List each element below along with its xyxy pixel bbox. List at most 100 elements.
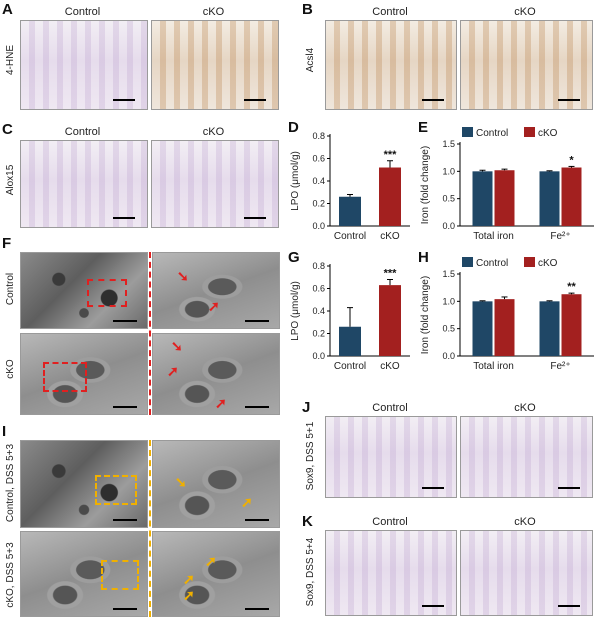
x-tick-label: cKO <box>380 231 400 242</box>
y-tick-label: 0.8 <box>312 261 325 271</box>
panel-a-row-label: 4-HNE <box>5 45 16 76</box>
legend-label: Control <box>476 128 508 139</box>
arrow-icon: ➚ <box>215 395 227 411</box>
y-tick-label: 1.0 <box>442 296 455 306</box>
y-tick-label: 0.4 <box>312 176 325 186</box>
scale-bar <box>113 406 137 408</box>
arrow-icon: ➚ <box>183 571 195 587</box>
bar <box>494 170 515 226</box>
arrow-icon: ➘ <box>175 474 187 490</box>
y-tick-label: 1.5 <box>442 139 455 149</box>
panel-c-row-label: Alox15 <box>5 164 16 196</box>
x-tick-label: Control <box>334 361 366 372</box>
panel-letter-c: C <box>2 121 13 138</box>
panel-letter: G <box>288 249 300 266</box>
y-tick-label: 0.0 <box>312 351 325 361</box>
x-tick-label: Control <box>334 231 366 242</box>
y-tick-label: 0.0 <box>442 351 455 361</box>
x-tick-label: Fe²⁺ <box>550 231 570 242</box>
chart-d: D LPO (μmol/g) 0.0 0.2 0.4 0.6 0.8 Control cKO **… <box>288 119 410 242</box>
zoom-region-box <box>87 279 127 307</box>
arrow-icon: ➘ <box>177 268 189 284</box>
panel-a-right-title: cKO <box>202 6 225 18</box>
panel-j-right-title: cKO <box>514 402 536 414</box>
panel-i-cko-overview <box>20 531 148 617</box>
panel-i-row1-label: Control, DSS 5+3 <box>5 443 16 523</box>
significance-label: *** <box>384 149 398 161</box>
legend-swatch <box>524 257 535 267</box>
y-tick-label: 0.2 <box>312 329 325 339</box>
scale-bar <box>422 487 444 489</box>
panel-c-cko-image <box>151 140 279 228</box>
bar <box>472 171 493 226</box>
scale-bar <box>113 320 137 322</box>
legend-swatch <box>462 127 473 137</box>
panel-b-left-title: Control <box>372 6 408 18</box>
bar <box>539 301 560 356</box>
panel-k-row-label: Sox9, DSS 5+4 <box>305 537 316 607</box>
y-tick-label: 0.6 <box>312 154 325 164</box>
panel-f-control-overview <box>20 252 148 329</box>
zoom-divider <box>149 440 153 617</box>
y-tick-label: 1.5 <box>442 269 455 279</box>
scale-bar <box>422 99 444 101</box>
panel-letter-j: J <box>302 399 311 416</box>
arrow-icon: ➚ <box>183 587 195 603</box>
scale-bar <box>245 519 269 521</box>
panel-f-cko-zoom: ➘ ➚ ➚ <box>152 333 280 415</box>
panel-c-control-image <box>20 140 148 228</box>
legend-label: cKO <box>538 128 558 139</box>
significance-label: *** <box>384 268 398 280</box>
y-axis-label: LPO (μmol/g) <box>290 281 301 341</box>
panel-i-control-zoom: ➘ ➚ <box>152 440 280 528</box>
arrow-icon: ➚ <box>167 363 179 379</box>
scale-bar <box>244 99 266 101</box>
bar <box>339 326 361 356</box>
x-tick-label: Fe²⁺ <box>550 361 570 372</box>
y-tick-label: 0.0 <box>312 221 325 231</box>
bar <box>379 285 401 356</box>
arrow-icon: ➚ <box>208 298 220 314</box>
zoom-region-box <box>95 475 137 505</box>
panel-k-right-title: cKO <box>514 516 536 528</box>
y-axis-label: LPO (μmol/g) <box>290 151 301 211</box>
bar <box>561 294 582 356</box>
chart-h: H Iron (fold change) 0.0 0.5 1.0 1.5 Total iro… <box>418 249 594 372</box>
panel-j-row-label: Sox9, DSS 5+1 <box>305 421 316 491</box>
y-tick-label: 0.6 <box>312 284 325 294</box>
panel-b-row-label: Acsl4 <box>305 47 316 73</box>
x-tick-label: cKO <box>380 361 400 372</box>
scale-bar <box>422 605 444 607</box>
panel-i-cko-zoom: ➚ ➚ ➚ <box>152 531 280 617</box>
bar <box>494 299 515 356</box>
panel-letter: E <box>418 119 428 136</box>
scale-bar <box>113 217 135 219</box>
scale-bar <box>245 608 269 610</box>
panel-letter: H <box>418 249 429 266</box>
bar <box>539 171 560 226</box>
panel-letter-f: F <box>2 235 12 252</box>
scale-bar <box>244 217 266 219</box>
panel-letter-b: B <box>302 1 313 18</box>
arrow-icon: ➘ <box>171 338 183 354</box>
zoom-divider <box>149 252 153 415</box>
chart-e: E Iron (fold change) 0.0 0.5 1.0 1.5 Total iro… <box>418 119 594 242</box>
panel-i-row2-label: cKO, DSS 5+3 <box>5 542 16 608</box>
bar <box>339 196 361 226</box>
scale-bar <box>113 608 137 610</box>
chart-g: G LPO (μmol/g) 0.0 0.2 0.4 0.6 0.8 Control cKO **… <box>288 249 410 372</box>
arrow-icon: ➚ <box>205 553 217 569</box>
y-tick-label: 0.0 <box>442 221 455 231</box>
y-tick-label: 0.5 <box>442 324 455 334</box>
panel-b-cko-image <box>460 20 593 110</box>
panel-letter: D <box>288 119 299 136</box>
arrow-icon: ➚ <box>241 494 253 510</box>
y-tick-label: 0.5 <box>442 194 455 204</box>
zoom-region-box <box>101 560 139 590</box>
y-tick-label: 0.4 <box>312 306 325 316</box>
panel-a-cko-image <box>151 20 279 110</box>
panel-letter-a: A <box>2 1 13 18</box>
y-tick-label: 1.0 <box>442 166 455 176</box>
panel-a-control-image <box>20 20 148 110</box>
panel-c-right-title: cKO <box>202 126 225 138</box>
